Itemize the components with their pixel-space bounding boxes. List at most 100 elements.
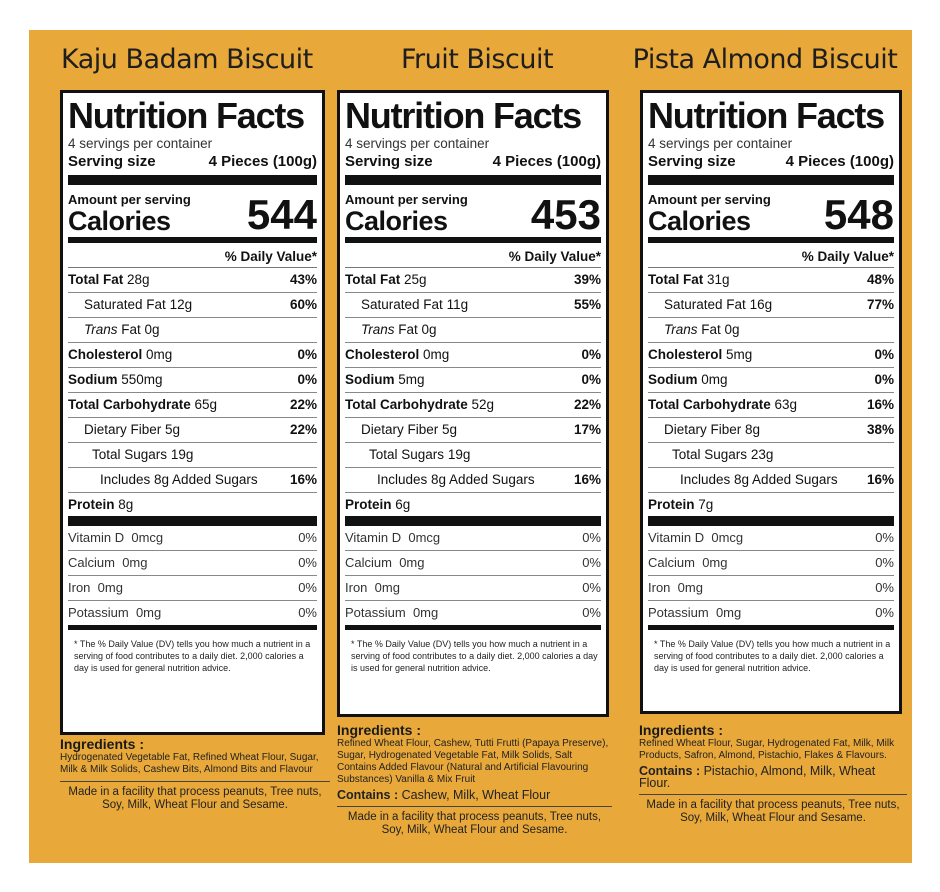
amount-per-serving: Amount per serving	[68, 192, 191, 207]
nutrient-name: Trans Fat 0g	[361, 322, 437, 337]
ingredients-title: Ingredients :	[337, 722, 422, 738]
vitamin-row: Vitamin D 0mcg 0%	[648, 526, 894, 551]
daily-value-pct: 0%	[297, 347, 317, 362]
nutrient-name: Saturated Fat 16g	[664, 297, 773, 312]
daily-value-pct: 0%	[581, 347, 601, 362]
nutrient-row: Trans Fat 0g	[345, 318, 601, 343]
nutrient-row: Trans Fat 0g	[648, 318, 894, 343]
nutrient-row: Sodium 5mg 0%	[345, 368, 601, 393]
nutrient-name: Cholesterol 0mg	[68, 347, 173, 362]
daily-value-header: % Daily Value*	[68, 243, 317, 268]
nutrient-name: Saturated Fat 11g	[361, 297, 469, 312]
nutrient-name: Protein 8g	[68, 497, 134, 512]
nutrient-name: Sodium 0mg	[648, 372, 728, 387]
nutrient-row: Total Carbohydrate 63g 16%	[648, 393, 894, 418]
nutrient-row: Total Sugars 19g	[345, 443, 601, 468]
nutrient-name: Total Sugars 19g	[92, 447, 194, 462]
vitamin-row: Iron 0mg 0%	[648, 576, 894, 601]
vitamin-row: Potassium 0mg 0%	[345, 601, 601, 630]
nutrition-facts-title: Nutrition Facts	[68, 95, 305, 136]
nutrient-row: Total Fat 31g 48%	[648, 268, 894, 293]
nutrient-row: Protein 7g	[648, 493, 894, 526]
daily-value-pct: 0%	[581, 372, 601, 387]
nutrient-name: Protein 6g	[345, 497, 411, 512]
ingredients-title: Ingredients :	[60, 736, 145, 752]
contains-line: Contains : Pistachio, Almond, Milk, Whea…	[639, 764, 876, 790]
calories-value: 548	[823, 191, 894, 238]
nutrient-name: Protein 7g	[648, 497, 714, 512]
nutrient-name: Includes 8g Added Sugars	[100, 472, 258, 487]
nutrient-name: Total Carbohydrate 63g	[648, 397, 798, 412]
nutrient-name: Total Sugars 19g	[369, 447, 471, 462]
calories-row: Calories 453	[345, 194, 601, 243]
nutrition-facts-panel: Nutrition Facts 4 servings per container…	[337, 90, 609, 717]
allergen-facility-note: Made in a facility that process peanuts,…	[347, 811, 602, 836]
nutrition-facts-title: Nutrition Facts	[345, 95, 582, 136]
calories-value: 544	[246, 191, 317, 238]
nutrient-name: Dietary Fiber 5g	[84, 422, 181, 437]
nutrient-name: Cholesterol 0mg	[345, 347, 450, 362]
product-title: Kaju Badam Biscuit	[61, 44, 313, 75]
divider	[60, 781, 330, 782]
nutrient-name: Sodium 550mg	[68, 372, 163, 387]
nutrient-row: Cholesterol 0mg 0%	[68, 343, 317, 368]
nutrient-row: Total Carbohydrate 65g 22%	[68, 393, 317, 418]
daily-value-pct: 0%	[874, 347, 894, 362]
nutrient-name: Total Fat 25g	[345, 272, 427, 287]
nutrient-row: Total Sugars 19g	[68, 443, 317, 468]
nutrition-facts-panel: Nutrition Facts 4 servings per container…	[640, 90, 902, 714]
nutrient-name: Includes 8g Added Sugars	[377, 472, 535, 487]
divider	[337, 806, 612, 807]
daily-value-pct: 77%	[866, 297, 894, 312]
nutrient-name: Total Fat 28g	[68, 272, 150, 287]
nutrient-row: Includes 8g Added Sugars 16%	[68, 468, 317, 493]
nutrient-row: Dietary Fiber 8g 38%	[648, 418, 894, 443]
nutrient-row: Total Fat 28g 43%	[68, 268, 317, 293]
allergen-facility-note: Made in a facility that process peanuts,…	[68, 786, 322, 811]
product-column: Kaju Badam Biscuit Nutrition Facts 4 ser…	[33, 30, 330, 863]
nutrient-row: Trans Fat 0g	[68, 318, 317, 343]
ingredients-title: Ingredients :	[639, 722, 724, 738]
servings-per-container: 4 servings per container	[68, 136, 213, 151]
allergen-facility-note: Made in a facility that process peanuts,…	[646, 799, 900, 824]
ingredients-text: Refined Wheat Flour, Cashew, Tutti Frutt…	[337, 738, 609, 785]
nutrient-row: Saturated Fat 16g 77%	[648, 293, 894, 318]
daily-value-pct: 22%	[289, 397, 317, 412]
daily-value-pct: 22%	[289, 422, 317, 437]
divider	[639, 794, 907, 795]
nutrition-facts-panel: Nutrition Facts 4 servings per container…	[60, 90, 325, 735]
daily-value-header: % Daily Value*	[345, 243, 601, 268]
daily-value-pct: 22%	[573, 397, 601, 412]
nutrient-name: Total Sugars 23g	[672, 447, 774, 462]
ingredients-text: Refined Wheat Flour, Sugar, Hydrogenated…	[639, 738, 895, 761]
daily-value-pct: 39%	[573, 272, 601, 287]
daily-value-pct: 60%	[289, 297, 317, 312]
ingredients-block: Ingredients : Hydrogenated Vegetable Fat…	[60, 737, 330, 812]
servings-per-container: 4 servings per container	[345, 136, 490, 151]
contains-line: Contains : Cashew, Milk, Wheat Flour	[337, 788, 551, 802]
amount-per-serving: Amount per serving	[648, 192, 771, 207]
nutrient-row: Includes 8g Added Sugars 16%	[345, 468, 601, 493]
nutrient-row: Cholesterol 5mg 0%	[648, 343, 894, 368]
amount-per-serving: Amount per serving	[345, 192, 468, 207]
nutrient-row: Cholesterol 0mg 0%	[345, 343, 601, 368]
servings-per-container: 4 servings per container	[648, 136, 793, 151]
vitamin-row: Iron 0mg 0%	[68, 576, 317, 601]
daily-value-pct: 55%	[573, 297, 601, 312]
nutrient-row: Dietary Fiber 5g 17%	[345, 418, 601, 443]
nutrient-name: Sodium 5mg	[345, 372, 425, 387]
daily-value-pct: 48%	[866, 272, 894, 287]
vitamin-row: Iron 0mg 0%	[345, 576, 601, 601]
nutrient-name: Dietary Fiber 5g	[361, 422, 458, 437]
serving-size-row: Serving size 4 Pieces (100g)	[68, 152, 317, 185]
nutrient-row: Sodium 550mg 0%	[68, 368, 317, 393]
nutrient-name: Trans Fat 0g	[84, 322, 160, 337]
product-column: Fruit Biscuit Nutrition Facts 4 servings…	[331, 30, 623, 863]
nutrient-row: Protein 6g	[345, 493, 601, 526]
serving-size-row: Serving size 4 Pieces (100g)	[345, 152, 601, 185]
nutrient-name: Total Carbohydrate 52g	[345, 397, 495, 412]
product-title: Pista Almond Biscuit	[632, 44, 898, 75]
product-column: Pista Almond Biscuit Nutrition Facts 4 s…	[619, 30, 911, 863]
vitamin-row: Potassium 0mg 0%	[648, 601, 894, 630]
footnote: * The % Daily Value (DV) tells you how m…	[654, 639, 891, 673]
